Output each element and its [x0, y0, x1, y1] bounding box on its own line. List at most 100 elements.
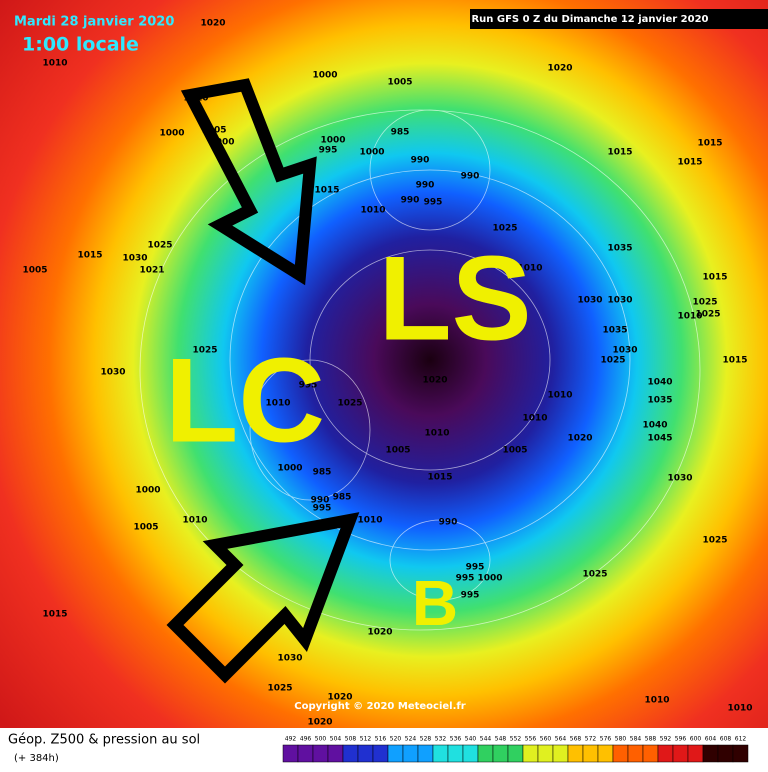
scale-label: 608	[720, 736, 732, 743]
scale-swatch	[657, 744, 674, 763]
isobar-label: 1010	[42, 59, 67, 69]
scale-swatch	[492, 744, 509, 763]
scale-swatch	[687, 744, 704, 763]
isobar-label: 1020	[547, 64, 572, 74]
isobar-label: 985	[391, 128, 410, 138]
isobar-labels: 1010 1020 1020 1000 1005 1010 1000 1005 1000 1000…	[22, 19, 752, 728]
isobar-label: 1010	[182, 516, 207, 526]
isobar-label: 990	[401, 196, 420, 206]
isobar-label: 990	[411, 156, 430, 166]
scale-swatch	[447, 744, 464, 763]
scale-swatch	[522, 744, 539, 763]
isobar-label: 1025	[692, 298, 717, 308]
isobar-label: 1000	[477, 574, 502, 584]
scale-label: 568	[570, 736, 582, 743]
scale-label: 504	[330, 736, 342, 743]
isobar-label: 1045	[647, 434, 672, 444]
footer-title: Géop. Z500 & pression au sol	[8, 733, 200, 748]
scale-label: 576	[600, 736, 612, 743]
scale-label: 600	[690, 736, 702, 743]
scale-swatch	[282, 744, 299, 763]
isobar-label: 1025	[267, 684, 292, 694]
isobar-label: 1025	[492, 224, 517, 234]
run-title: Run GFS 0 Z du Dimanche 12 janvier 2020	[471, 14, 708, 25]
isobar-label: 1010	[265, 399, 290, 409]
isobar-label: 1030	[607, 296, 632, 306]
scale-label: 516	[375, 736, 387, 743]
isobar-label: 995	[466, 563, 485, 573]
isobar-label: 1010	[677, 312, 702, 322]
scale-swatch	[417, 744, 434, 763]
scale-label: 588	[645, 736, 657, 743]
scale-label: 592	[660, 736, 672, 743]
isobar-label: 1000	[320, 136, 345, 146]
isobar-label: 1015	[607, 148, 632, 158]
scale-swatch	[507, 744, 524, 763]
isobar-label: 995	[299, 381, 318, 391]
isobar-label: 1040	[642, 421, 667, 431]
scale-label: 500	[315, 736, 327, 743]
isobar-label: 1005	[201, 126, 226, 136]
isobars	[139, 109, 701, 631]
isobar-label: 1025	[695, 310, 720, 320]
scale-label: 524	[405, 736, 417, 743]
scale-swatch	[477, 744, 494, 763]
isobar-label: 1020	[327, 693, 352, 703]
isobar-label: 1005	[387, 78, 412, 88]
color-scale: 492 496 500 504 508 512 516 520 524 528 532 536 540 5…	[282, 736, 749, 763]
scale-label: 532	[435, 736, 447, 743]
date: Mardi 28 janvier 2020	[14, 15, 174, 30]
scale-label: 508	[345, 736, 357, 743]
label-lc: LC	[165, 334, 325, 468]
scale-label: 584	[630, 736, 642, 743]
scale-label: 540	[465, 736, 477, 743]
isobar-label: 1025	[600, 356, 625, 366]
scale-label: 552	[510, 736, 522, 743]
isobar-label: 1015	[314, 186, 339, 196]
scale-label: 572	[585, 736, 597, 743]
isobar-label: 1010	[183, 94, 208, 104]
scale-label: 596	[675, 736, 687, 743]
isobar-label: 1025	[147, 241, 172, 251]
scale-swatch	[642, 744, 659, 763]
isobar-label: 1030	[100, 368, 125, 378]
isobar-label: 1005	[22, 266, 47, 276]
scale-swatch	[717, 744, 734, 763]
scale-label: 544	[480, 736, 492, 743]
isobar-label: 995	[319, 146, 338, 156]
isobar-label: 1010	[522, 414, 547, 424]
isobar-label: 1025	[192, 346, 217, 356]
scale-swatch	[582, 744, 599, 763]
scale-swatch	[597, 744, 614, 763]
scale-swatch	[402, 744, 419, 763]
label-ls: LS	[378, 232, 531, 366]
scale-swatch	[297, 744, 314, 763]
isobar-label: 1010	[424, 429, 449, 439]
footer-lead: (+ 384h)	[14, 753, 59, 764]
isobar-label: 1020	[367, 628, 392, 638]
isobar-label: 1000	[135, 486, 160, 496]
scale-swatch	[462, 744, 479, 763]
scale-label: 496	[300, 736, 312, 743]
scale-label: 520	[390, 736, 402, 743]
isobar-label: 1030	[612, 346, 637, 356]
scale-label: 564	[555, 736, 567, 743]
isobar-label: 1030	[577, 296, 602, 306]
scale-swatch	[612, 744, 629, 763]
isobar-label: 1035	[607, 244, 632, 254]
isobar-label: 1015	[702, 273, 727, 283]
scale-swatch	[372, 744, 389, 763]
isobar-label: 1000	[312, 71, 337, 81]
isobar-label: 985	[313, 468, 332, 478]
isobar-label: 1010	[547, 391, 572, 401]
scale-label: 492	[285, 736, 297, 743]
scale-swatch	[702, 744, 719, 763]
scale-label: 560	[540, 736, 552, 743]
scale-label: 528	[420, 736, 432, 743]
label-b: B	[412, 567, 458, 639]
isobar-label: 1015	[427, 473, 452, 483]
scale-swatch	[327, 744, 344, 763]
arrow	[180, 78, 317, 286]
isobar-label: 1020	[567, 434, 592, 444]
isobar-label: 1025	[582, 570, 607, 580]
